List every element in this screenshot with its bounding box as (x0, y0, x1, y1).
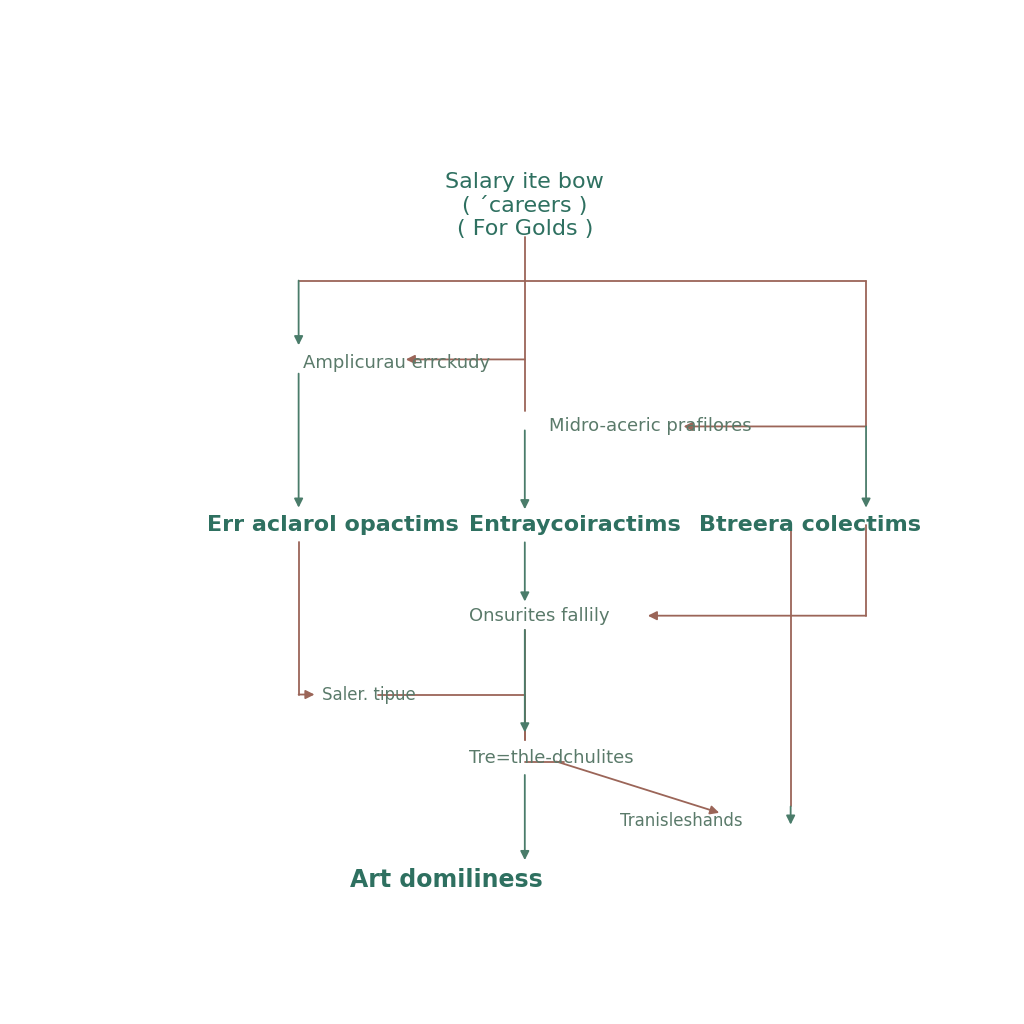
Text: Salary ite bow
( ´careers )
( For Golds ): Salary ite bow ( ´careers ) ( For Golds … (445, 172, 604, 239)
Text: Err aclarol opactims: Err aclarol opactims (207, 515, 459, 535)
Text: Midro-aceric prafilores: Midro-aceric prafilores (549, 418, 752, 435)
Text: Onsurites fallily: Onsurites fallily (469, 606, 610, 625)
Text: Tre=thle-dchulites: Tre=thle-dchulites (469, 749, 634, 767)
Text: Art domiliness: Art domiliness (350, 867, 543, 892)
Text: Tranisleshands: Tranisleshands (620, 812, 742, 829)
Text: Amplicurau errckudy: Amplicurau errckudy (303, 354, 489, 373)
Text: Saler. tipue: Saler. tipue (323, 685, 416, 703)
Text: Btreera colectims: Btreera colectims (699, 515, 922, 535)
Text: Entraycoiractims: Entraycoiractims (469, 515, 681, 535)
